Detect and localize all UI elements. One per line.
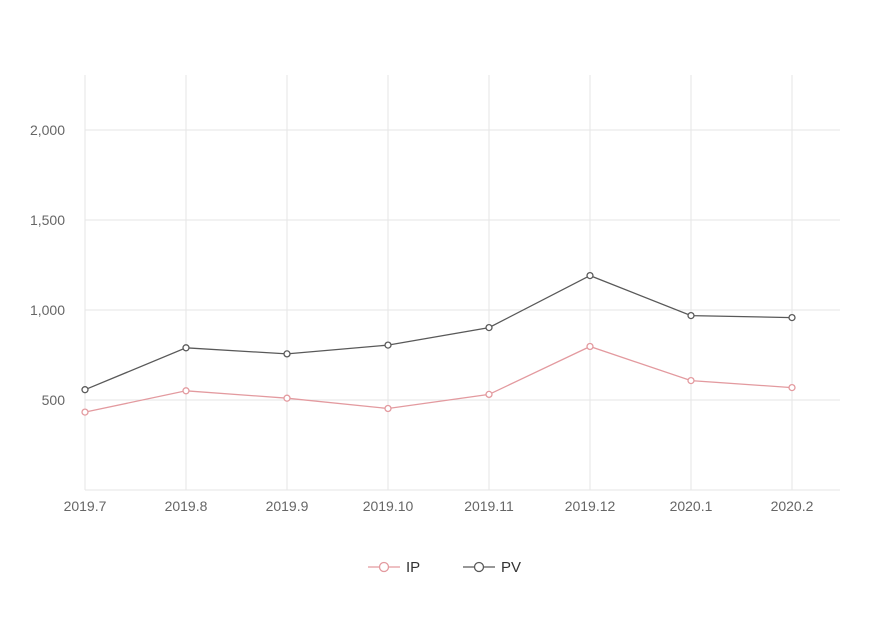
- svg-text:1,000: 1,000: [30, 302, 65, 318]
- svg-text:1,500: 1,500: [30, 212, 65, 228]
- svg-text:IP: IP: [406, 559, 420, 576]
- svg-text:2,000: 2,000: [30, 122, 65, 138]
- svg-text:2019.10: 2019.10: [363, 498, 414, 514]
- svg-text:2019.7: 2019.7: [64, 498, 107, 514]
- svg-text:2019.12: 2019.12: [565, 498, 616, 514]
- svg-text:2020.2: 2020.2: [771, 498, 814, 514]
- svg-text:2020.1: 2020.1: [670, 498, 713, 514]
- svg-text:2019.11: 2019.11: [464, 498, 514, 514]
- svg-text:2019.9: 2019.9: [266, 498, 309, 514]
- svg-text:2019.8: 2019.8: [165, 498, 208, 514]
- svg-text:500: 500: [42, 392, 66, 408]
- svg-text:PV: PV: [501, 559, 521, 576]
